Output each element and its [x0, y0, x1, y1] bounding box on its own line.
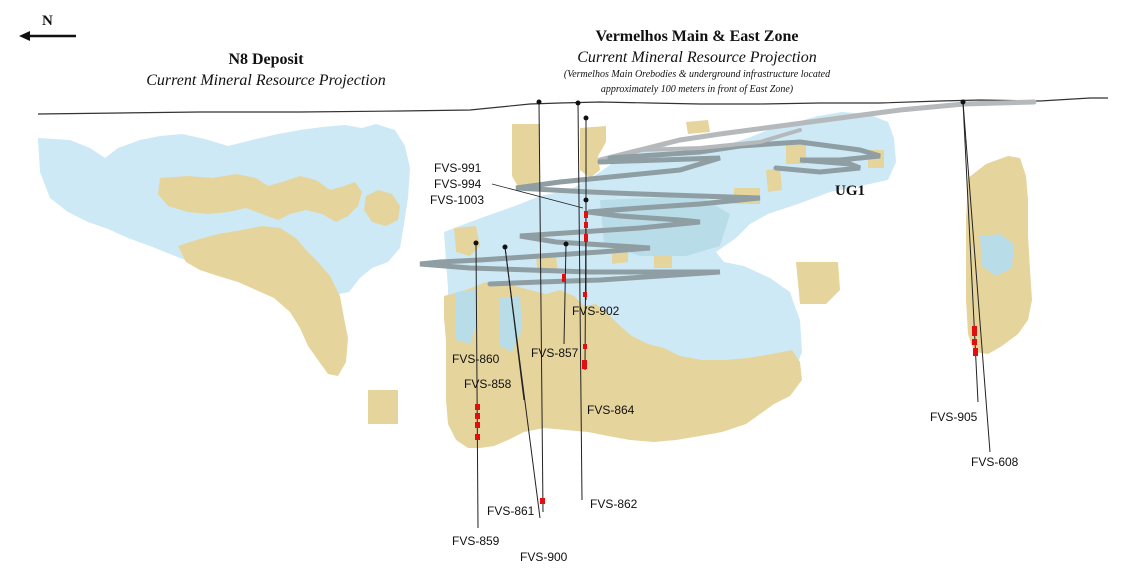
n8-orebody-east: [364, 190, 400, 226]
drill-label-fvs-859: FVS-859: [452, 534, 500, 548]
drill-label-fvs-858: FVS-858: [464, 377, 512, 391]
intercept-fvs-994-a: [584, 211, 588, 218]
drill-group-label: FVS-1003: [430, 193, 484, 207]
intercept-fvs-864-a: [583, 344, 587, 349]
intercept-fvs-859-b: [475, 413, 480, 419]
collar-fvs-858: [502, 244, 508, 250]
intercept-fvs-905-b: [972, 339, 977, 345]
collar-fvs-900: [536, 99, 542, 105]
underground-workings: [419, 99, 1037, 287]
collar-fvs-857: [563, 241, 569, 247]
vermelhos-orebody-stack: [580, 126, 606, 178]
vermelhos-orebody-east: [796, 262, 840, 304]
trace-fvs-862: [577, 102, 583, 501]
vermelhos-note-line2: approximately 100 meters in front of Eas…: [601, 84, 794, 95]
n8-subtitle: Current Mineral Resource Projection: [146, 72, 386, 89]
trace-fvs-900: [538, 101, 544, 513]
drill-label-fvs-862: FVS-862: [590, 497, 638, 511]
intercept-fvs-994-c: [584, 234, 588, 242]
intercept-fvs-857: [562, 274, 566, 282]
group-label-leader: [491, 183, 584, 209]
overlap-east: [980, 234, 1014, 276]
collar-fvs-860: [473, 240, 479, 246]
n8-orebody-upper: [158, 174, 362, 222]
mineralized-intercepts: [475, 211, 978, 504]
vermelhos-title: Vermelhos Main & East Zone: [596, 28, 799, 45]
intercept-fvs-905-a: [972, 326, 977, 336]
trace-fvs-857: [563, 243, 567, 345]
intercept-fvs-859-a: [475, 404, 480, 410]
north-arrow: N: [19, 13, 76, 41]
ug1-label: UG1: [835, 183, 865, 199]
collar-fvs-994: [583, 197, 589, 203]
overlap-west: [456, 290, 478, 344]
level-drive-upper: [638, 128, 802, 152]
collar-fvs-862: [575, 100, 581, 106]
drill-group-labels: FVS-991 FVS-994 FVS-1003: [430, 161, 484, 207]
drill-hole-labels: FVS-860 FVS-858 FVS-859 FVS-861 FVS-900 …: [452, 304, 1019, 564]
vermelhos-orebody-pod-b: [766, 168, 782, 192]
n8-title: N8 Deposit: [228, 51, 304, 68]
drill-group-label: FVS-991: [434, 161, 482, 175]
drill-label-fvs-900: FVS-900: [520, 550, 568, 564]
vermelhos-title-block: Vermelhos Main & East Zone Current Miner…: [564, 28, 831, 95]
drill-label-fvs-905: FVS-905: [930, 410, 978, 424]
drill-label-fvs-608: FVS-608: [971, 455, 1019, 469]
intercept-fvs-864-b: [582, 360, 587, 369]
level-drives-main: [419, 155, 761, 287]
n8-orebody-small: [368, 390, 398, 424]
drill-label-fvs-864: FVS-864: [587, 403, 635, 417]
collar-fvs-905: [960, 99, 966, 105]
n8-title-block: N8 Deposit Current Mineral Resource Proj…: [146, 51, 386, 89]
trace-fvs-608: [962, 101, 991, 453]
drill-label-fvs-861: FVS-861: [487, 504, 535, 518]
drill-collars: [473, 99, 966, 250]
drill-group-label: FVS-994: [434, 177, 482, 191]
collar-fvs-991: [583, 115, 589, 121]
intercept-fvs-859-c: [475, 422, 480, 428]
vermelhos-orebody-pod-h: [686, 120, 710, 134]
trace-fvs-861: [504, 246, 541, 519]
vermelhos-note-line1: (Vermelhos Main Orebodies & underground …: [564, 69, 831, 80]
vermelhos-orebody-main: [444, 282, 802, 448]
trace-fvs-994: [584, 199, 587, 371]
north-label: N: [42, 13, 53, 29]
drill-label-fvs-857: FVS-857: [531, 346, 579, 360]
vermelhos-orebody-west-pod: [454, 226, 480, 256]
drill-label-fvs-902: FVS-902: [572, 304, 620, 318]
decline-ramp: [597, 99, 1037, 163]
intercept-fvs-608: [973, 348, 978, 356]
trace-fvs-860: [475, 242, 479, 529]
intercept-fvs-902: [583, 292, 587, 297]
north-arrow-head-icon: [19, 31, 30, 41]
intercept-fvs-900: [540, 498, 545, 504]
intercept-fvs-859-d: [475, 434, 480, 440]
n8-orebody-lobe: [178, 226, 348, 376]
ug1-spiral: [607, 139, 881, 175]
surface-topography-line: [37, 97, 1108, 115]
vermelhos-orebody-upper-block: [512, 124, 540, 190]
drill-label-fvs-860: FVS-860: [452, 352, 500, 366]
vermelhos-subtitle: Current Mineral Resource Projection: [577, 49, 817, 66]
intercept-fvs-994-b: [584, 222, 588, 228]
vermelhos-orebody-pod-a: [708, 374, 734, 394]
